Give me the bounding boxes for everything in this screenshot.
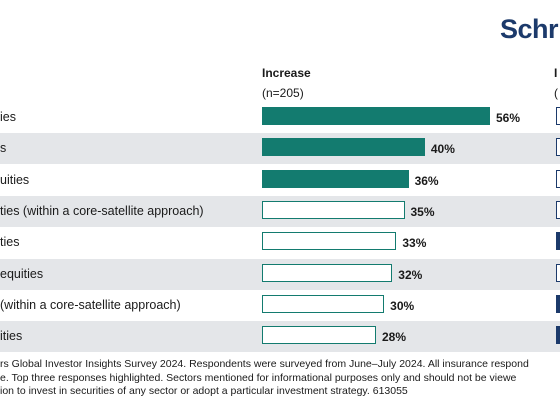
category-label: (within a core-satellite approach): [0, 297, 181, 312]
chart-row: s 40%: [0, 133, 560, 165]
footnote-line: e. Top three responses highlighted. Sect…: [0, 371, 517, 384]
bar: [262, 107, 490, 125]
value-label: 56%: [496, 111, 521, 125]
chart-row: equities 32%: [0, 258, 560, 290]
category-label: ies: [0, 110, 16, 124]
second-series-bar: [556, 294, 560, 313]
second-column-title: I: [554, 66, 558, 80]
bar: [262, 294, 385, 313]
bar: [262, 169, 409, 188]
value-label: 28%: [382, 330, 407, 345]
value-label: 40%: [430, 142, 455, 157]
chart-row: ties (within a core-satellite approach) 3…: [0, 195, 560, 227]
second-series-bar: [556, 263, 560, 282]
chart-row: uities 36%: [0, 165, 560, 196]
bar: [262, 232, 397, 251]
bar: [262, 200, 405, 219]
bar: [262, 326, 376, 345]
category-label: ities: [0, 329, 23, 344]
second-column-subtitle: (: [554, 86, 558, 100]
value-label: 30%: [390, 298, 415, 313]
increase-column-title: Increase: [262, 66, 311, 80]
chart-row: ities 28%: [0, 321, 560, 353]
bar: [262, 263, 393, 282]
bar: [262, 138, 425, 157]
second-series-bar: [556, 107, 560, 125]
second-series-bar: [556, 169, 560, 188]
value-label: 33%: [402, 236, 427, 251]
increase-column-subtitle: (n=205): [262, 86, 304, 100]
second-series-bar: [556, 232, 560, 251]
second-series-bar: [556, 200, 560, 219]
footnote-line: ion to invest in securities of any secto…: [0, 385, 408, 397]
footnote-line: rs Global Investor Insights Survey 2024.…: [0, 358, 529, 370]
second-series-bar: [556, 326, 560, 345]
brand-logo: Schr: [500, 14, 559, 44]
footnote: rs Global Investor Insights Survey 2024.…: [0, 358, 560, 399]
category-label: uities: [0, 172, 30, 187]
value-label: 35%: [410, 204, 435, 219]
chart-row: ties 33%: [0, 227, 560, 258]
value-label: 32%: [398, 267, 423, 282]
second-series-bar: [556, 138, 560, 157]
category-label: equities: [0, 266, 44, 281]
category-label: ties: [0, 235, 20, 250]
category-label: s: [0, 141, 7, 156]
category-label: ties (within a core-satellite approach): [0, 203, 204, 218]
chart-row: ies 56%: [0, 102, 560, 133]
chart-row: (within a core-satellite approach) 30%: [0, 290, 560, 321]
value-label: 36%: [414, 173, 439, 188]
